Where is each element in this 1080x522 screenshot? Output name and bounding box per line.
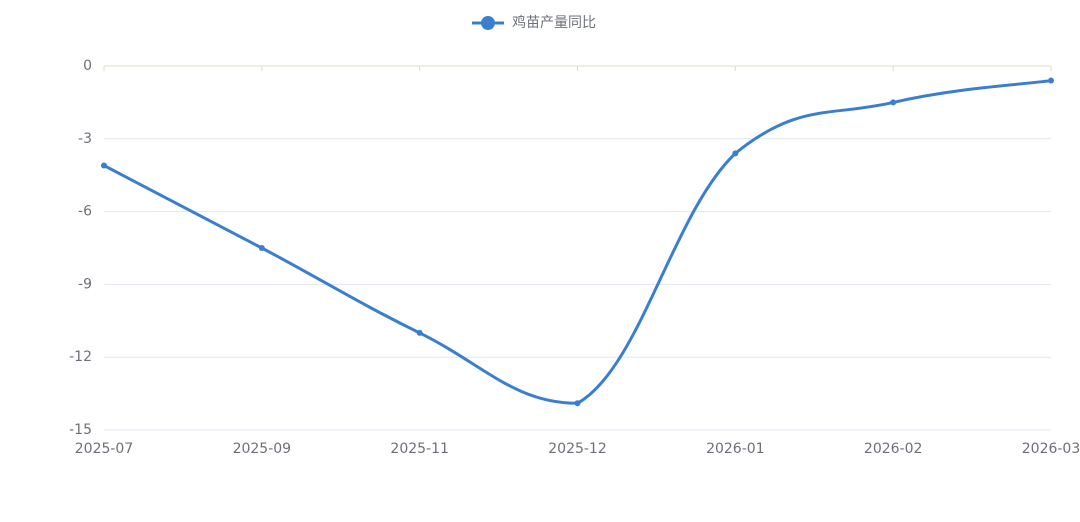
y-tick-label: -3 — [78, 131, 92, 147]
y-tick-label: -12 — [69, 349, 92, 365]
x-tick-label: 2025-11 — [390, 441, 449, 457]
legend-label: 鸡苗产量同比 — [512, 14, 596, 31]
point — [101, 162, 107, 169]
y-tick-label: 0 — [83, 58, 92, 74]
x-tick-label: 2026-03 — [1022, 441, 1080, 457]
x-tick-label: 2026-01 — [706, 441, 765, 457]
x-tick-label: 2025-12 — [548, 441, 607, 457]
x-tick-label: 2026-02 — [864, 441, 923, 457]
point — [574, 400, 581, 407]
point — [1048, 77, 1054, 84]
y-tick-label: -6 — [78, 204, 92, 220]
y-tick-label: -9 — [78, 276, 92, 292]
y-tick-label: -15 — [69, 422, 92, 438]
point — [258, 245, 265, 251]
line — [103, 79, 1052, 405]
x-tick-label: 2025-07 — [75, 441, 134, 457]
x-tick-label: 2025-09 — [233, 441, 292, 457]
point — [890, 99, 897, 106]
legend-marker — [481, 16, 495, 30]
point — [416, 329, 423, 336]
point — [732, 150, 739, 157]
